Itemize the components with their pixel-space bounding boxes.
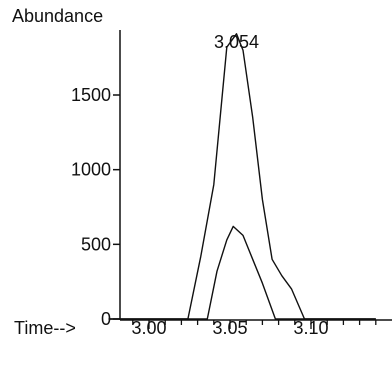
series-group [108, 33, 376, 320]
series-line-2 [108, 225, 376, 320]
x-tick-label: 3.00 [131, 318, 166, 338]
x-axis-title: Time--> [14, 318, 76, 338]
y-tick-label: 1000 [71, 160, 111, 180]
y-ticks: 0 500 1000 1500 [71, 85, 120, 329]
y-tick-label: 1500 [71, 85, 111, 105]
series-line-1 [108, 33, 376, 320]
x-tick-label: 3.10 [293, 318, 328, 338]
y-axis-title: Abundance [12, 6, 103, 26]
x-ticks: 3.00 3.05 3.10 [131, 318, 377, 338]
y-tick-label: 500 [81, 234, 111, 254]
axes [119, 30, 392, 321]
peak-annotation: 3.054 [214, 32, 259, 52]
y-tick-label: 0 [101, 309, 111, 329]
annotations: 3.054 [214, 32, 259, 52]
x-tick-label: 3.05 [212, 318, 247, 338]
